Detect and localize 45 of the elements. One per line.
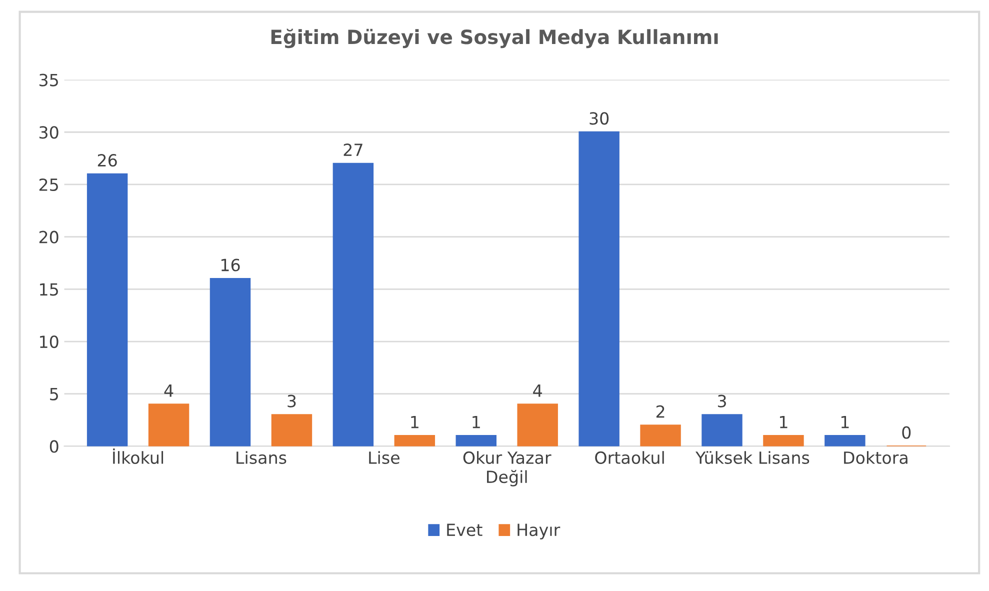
x-tick-label: Okur Yazar Değil xyxy=(463,451,552,486)
x-tick-label: Ortaokul xyxy=(595,451,664,464)
y-tick-label: 5 xyxy=(50,388,58,400)
bar xyxy=(578,131,620,446)
data-label: 26 xyxy=(98,154,117,167)
chart-title: Eğitim Düzeyi ve Sosyal Medya Kullanımı xyxy=(271,28,718,48)
data-label: 4 xyxy=(164,384,174,397)
y-tick-label: 30 xyxy=(39,126,58,139)
y-tick-label: 10 xyxy=(40,335,58,348)
legend-label: Evet xyxy=(447,524,482,536)
data-label: 4 xyxy=(533,384,542,397)
bar xyxy=(824,435,866,446)
bar xyxy=(271,414,312,446)
data-label: 3 xyxy=(718,394,726,408)
y-tick-label: 15 xyxy=(40,283,58,296)
data-label: 0 xyxy=(902,426,911,439)
data-label: 30 xyxy=(590,112,609,125)
data-label: 2 xyxy=(656,405,664,418)
legend-label: Hayır xyxy=(518,524,560,540)
y-tick-label: 35 xyxy=(39,74,58,86)
data-label: 1 xyxy=(411,416,418,428)
y-tick-label: 0 xyxy=(50,440,58,453)
bar xyxy=(86,173,128,446)
x-tick-label: Yüksek Lisans xyxy=(695,451,810,464)
bar xyxy=(148,404,190,446)
x-tick-label: Doktora xyxy=(844,451,908,464)
x-tick-label: Lise xyxy=(369,451,400,464)
bar xyxy=(210,278,251,446)
y-tick-label: 25 xyxy=(39,178,58,192)
bar xyxy=(456,435,496,446)
bar xyxy=(517,404,558,446)
y-tick-label: 20 xyxy=(39,230,58,244)
data-label: 16 xyxy=(221,258,240,272)
x-tick-label: İlkokul xyxy=(113,448,164,464)
data-label: 3 xyxy=(288,394,296,408)
data-label: 1 xyxy=(780,416,788,428)
bar xyxy=(702,414,742,446)
data-label: 1 xyxy=(472,416,480,428)
bar xyxy=(640,424,681,446)
bar xyxy=(332,162,374,446)
x-tick-label: Lisans xyxy=(236,451,286,464)
data-label: 1 xyxy=(841,416,849,428)
bar xyxy=(394,435,436,446)
bar xyxy=(763,435,804,446)
data-label: 27 xyxy=(344,144,362,156)
